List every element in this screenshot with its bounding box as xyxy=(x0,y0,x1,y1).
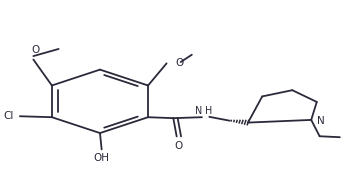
Text: O: O xyxy=(175,58,183,68)
Text: Cl: Cl xyxy=(3,111,14,121)
Text: OH: OH xyxy=(94,153,110,163)
Text: H: H xyxy=(205,106,212,116)
Text: O: O xyxy=(174,141,183,151)
Text: O: O xyxy=(31,45,39,55)
Text: N: N xyxy=(317,116,324,126)
Text: N: N xyxy=(195,106,202,116)
